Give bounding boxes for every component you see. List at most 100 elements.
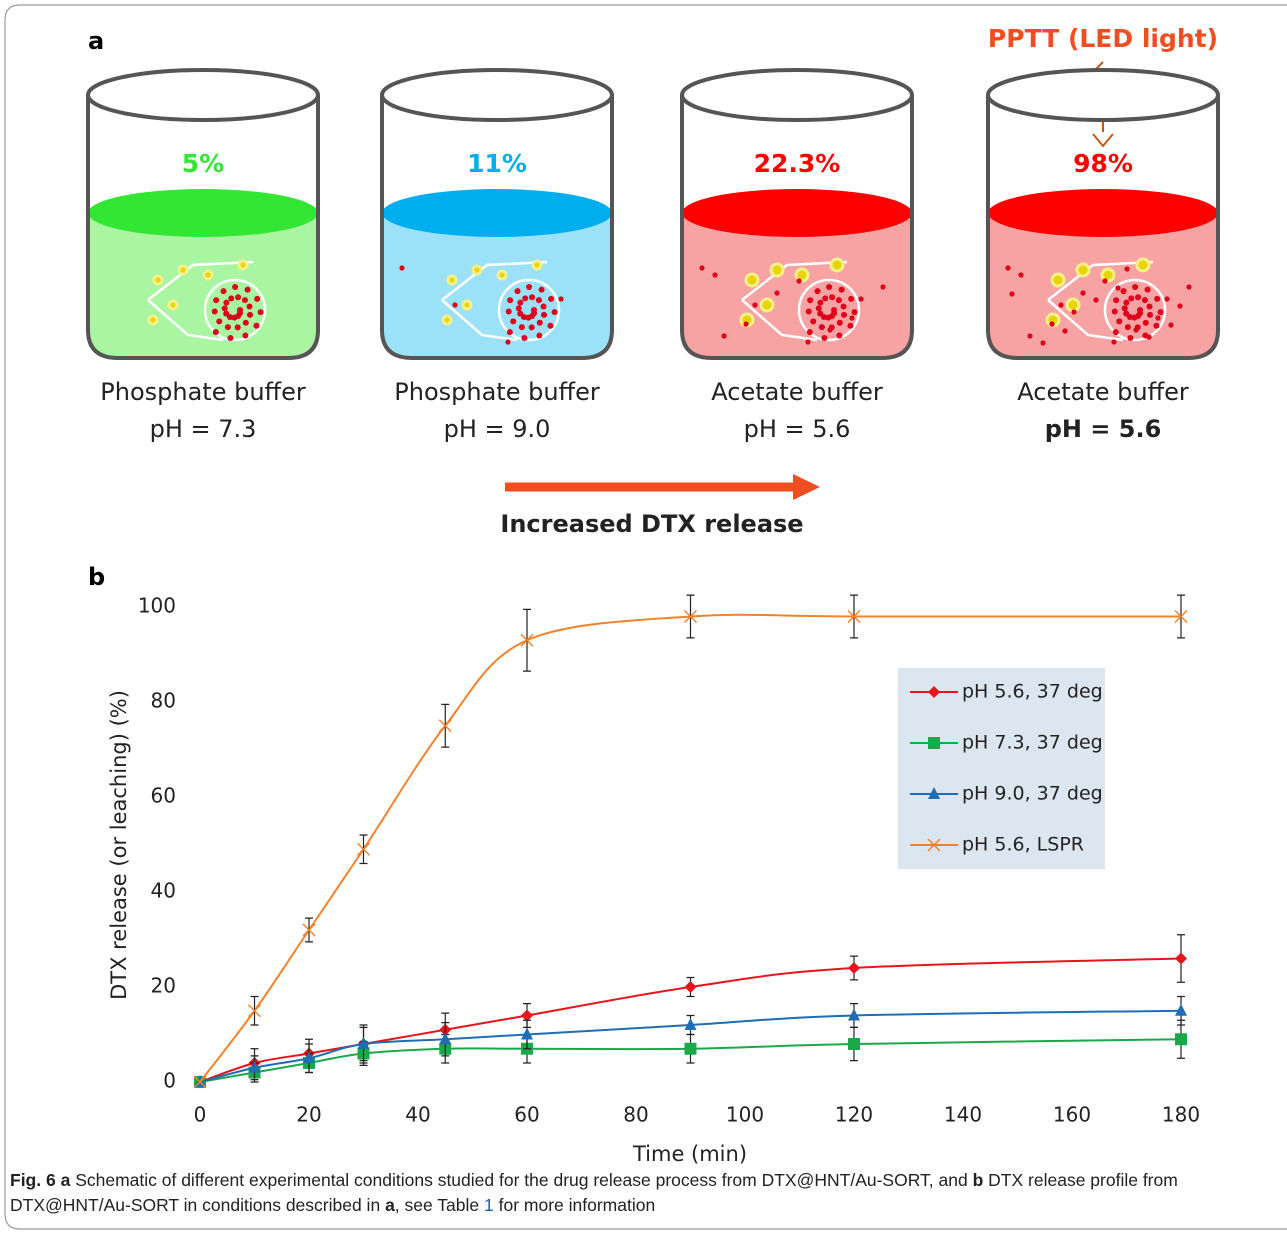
drug-dot <box>810 318 817 325</box>
drug-dot <box>541 311 548 318</box>
marker <box>521 1027 533 1040</box>
legend-marker <box>928 737 940 749</box>
caption-text: for more information <box>498 1195 656 1215</box>
panel-label: a <box>88 27 104 55</box>
drug-dot <box>1112 329 1119 336</box>
table-link[interactable]: 1 <box>484 1195 494 1215</box>
legend-label: pH 7.3, 37 deg <box>962 732 1103 754</box>
drug-dot <box>244 286 251 293</box>
beaker-liquid <box>88 213 318 358</box>
marker <box>303 1051 315 1064</box>
drug-dot <box>1146 303 1153 310</box>
drug-dot <box>817 299 824 306</box>
marker <box>1175 1033 1187 1046</box>
released-dot <box>796 278 802 284</box>
nanotube <box>741 260 848 342</box>
drug-dot <box>826 284 833 291</box>
fig-label: Fig. 6 <box>10 1170 56 1190</box>
marker <box>1175 1003 1187 1016</box>
drug-dot <box>242 319 249 326</box>
legend-label: pH 9.0, 37 deg <box>962 783 1103 805</box>
released-dot <box>1168 322 1174 328</box>
marker <box>356 842 371 856</box>
gold-dot <box>167 299 179 311</box>
release-percent: 5% <box>182 149 224 178</box>
released-dot <box>1155 315 1161 321</box>
drug-dot <box>1113 297 1120 304</box>
released-dot <box>1080 290 1086 296</box>
light-label: PPTT (LED light) <box>988 24 1218 53</box>
drug-dot <box>805 308 812 315</box>
drug-dot <box>815 305 822 312</box>
drug-dot <box>514 288 521 295</box>
drug-dot <box>1144 286 1151 293</box>
series-line <box>199 613 1181 1083</box>
x-tick-label: 180 <box>1162 1103 1200 1127</box>
drug-dot <box>1157 309 1164 316</box>
drug-dot <box>227 335 234 342</box>
drug-dot <box>540 303 547 310</box>
gold-dot <box>769 262 785 278</box>
drug-dot <box>242 332 249 339</box>
drug-dot <box>518 324 525 331</box>
drug-dot <box>840 303 847 310</box>
drug-dot <box>817 310 824 317</box>
gold-dot <box>1100 267 1116 283</box>
drug-dot <box>1142 319 1149 326</box>
light-arrowhead <box>1092 133 1114 148</box>
nanotube-end <box>1103 278 1167 342</box>
caption-text: Schematic of different experimental cond… <box>75 1170 968 1190</box>
released-dot <box>827 327 833 333</box>
beaker-rim <box>986 68 1220 122</box>
released-dot <box>1071 309 1077 315</box>
drug-dot <box>506 329 513 336</box>
released-dot <box>452 302 458 308</box>
marker <box>357 1037 370 1049</box>
x-tick-label: 80 <box>623 1103 648 1127</box>
released-dot <box>774 290 780 296</box>
drug-dot <box>847 322 854 329</box>
drug-dot <box>535 297 542 304</box>
marker <box>847 609 861 624</box>
marker <box>684 1018 697 1030</box>
released-dot <box>399 265 405 271</box>
x-tick-label: 160 <box>1053 1103 1091 1127</box>
marker <box>439 1032 452 1045</box>
drug-dot <box>526 284 533 291</box>
drug-dot <box>224 324 231 331</box>
drug-dot <box>851 309 858 316</box>
drug-dot <box>1111 308 1118 315</box>
gold-dot <box>496 269 508 281</box>
x-tick-label: 0 <box>194 1103 207 1127</box>
y-tick-label: 0 <box>163 1069 176 1093</box>
panel-label: b <box>88 563 105 591</box>
drug-dot <box>814 288 821 295</box>
x-tick-label: 100 <box>726 1103 764 1127</box>
released-dot <box>805 339 811 345</box>
marker <box>302 923 316 937</box>
released-dot <box>1062 328 1068 334</box>
y-tick-label: 100 <box>138 594 176 618</box>
marker <box>684 1042 697 1055</box>
release-percent: 11% <box>467 149 527 178</box>
drug-dot <box>228 295 235 302</box>
released-dot <box>712 272 718 278</box>
beaker-wall <box>680 95 914 360</box>
marker <box>438 719 452 733</box>
drug-dot <box>507 297 514 304</box>
ref: a <box>385 1195 395 1215</box>
drug-dot <box>1154 295 1161 302</box>
drug-dot <box>221 305 228 312</box>
caption-text: DTX release profile from DTX@HNT/Au-SORT… <box>10 1170 1178 1215</box>
drug-dot <box>246 303 253 310</box>
ph-label: pH = 7.3 <box>150 415 257 443</box>
drug-dot <box>841 311 848 318</box>
legend-label: pH 5.6, LSPR <box>962 834 1084 856</box>
released-dot <box>1177 303 1183 309</box>
ph-label: pH = 5.6 <box>1045 415 1162 443</box>
liquid-surface <box>88 189 318 237</box>
legend-box <box>898 668 1105 869</box>
released-dot <box>699 265 705 271</box>
drug-dot <box>234 324 241 331</box>
drug-dot <box>254 295 261 302</box>
